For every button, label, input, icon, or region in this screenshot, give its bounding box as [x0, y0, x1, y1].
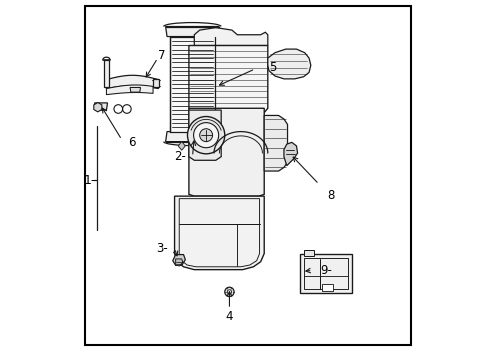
Polygon shape — [106, 75, 158, 89]
Circle shape — [187, 117, 224, 154]
Polygon shape — [194, 28, 267, 45]
Polygon shape — [94, 103, 107, 110]
Circle shape — [227, 290, 231, 294]
Polygon shape — [188, 45, 267, 117]
Polygon shape — [175, 259, 183, 266]
Polygon shape — [165, 132, 219, 141]
Circle shape — [193, 123, 218, 148]
Text: 3-: 3- — [156, 242, 168, 255]
Bar — [169, 37, 214, 132]
Polygon shape — [178, 141, 185, 150]
Text: 9-: 9- — [320, 264, 332, 277]
Polygon shape — [153, 79, 159, 87]
Bar — [303, 258, 348, 289]
Text: 2-: 2- — [174, 150, 185, 163]
Text: 4: 4 — [225, 310, 233, 324]
Bar — [304, 249, 314, 256]
Bar — [322, 284, 332, 291]
Polygon shape — [165, 27, 219, 37]
Circle shape — [224, 287, 234, 297]
Text: 7: 7 — [157, 49, 165, 62]
Polygon shape — [172, 255, 185, 265]
Polygon shape — [130, 87, 140, 92]
Polygon shape — [174, 196, 264, 270]
Text: 8: 8 — [326, 189, 334, 202]
Circle shape — [199, 129, 212, 141]
Polygon shape — [104, 60, 109, 87]
Polygon shape — [94, 103, 102, 112]
Polygon shape — [188, 108, 264, 196]
Text: 6: 6 — [128, 136, 135, 149]
Text: 5: 5 — [268, 60, 276, 73]
Polygon shape — [264, 116, 287, 171]
Polygon shape — [267, 49, 310, 79]
Polygon shape — [106, 85, 153, 95]
Bar — [300, 254, 351, 293]
Polygon shape — [188, 110, 221, 160]
Text: 1-: 1- — [83, 174, 96, 186]
Polygon shape — [284, 142, 297, 166]
